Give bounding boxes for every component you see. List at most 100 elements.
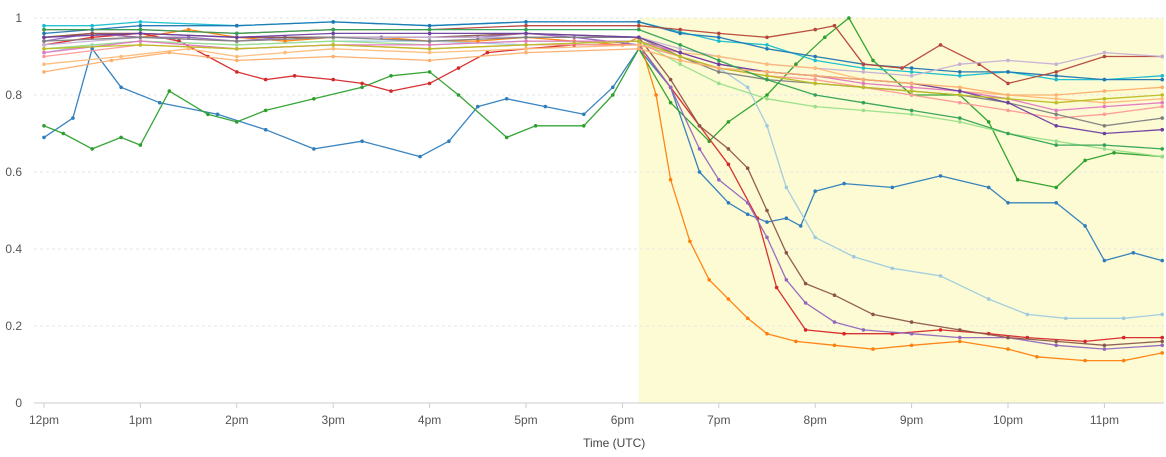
data-point [726, 162, 731, 167]
data-point [1102, 112, 1107, 117]
data-point [138, 143, 143, 147]
data-point [637, 35, 641, 40]
data-point [637, 39, 641, 43]
data-point [678, 27, 682, 32]
data-point [861, 108, 866, 113]
data-point [1015, 177, 1020, 182]
data-point [1006, 347, 1010, 351]
data-point [909, 108, 914, 113]
data-point [1083, 358, 1087, 363]
data-point [678, 43, 682, 47]
data-point [1160, 93, 1164, 97]
data-point [852, 254, 856, 259]
data-point [1121, 335, 1126, 340]
data-point [900, 66, 904, 70]
x-tick-label: 7pm [707, 413, 730, 427]
data-point [1160, 351, 1164, 355]
data-point [331, 54, 336, 59]
data-point [794, 339, 798, 344]
data-point [958, 85, 962, 90]
data-point [774, 285, 779, 290]
data-point [842, 331, 846, 336]
y-axis-ticks: 0 0.2 0.4 0.6 0.8 1 [5, 11, 22, 410]
data-point [1160, 339, 1164, 344]
data-point [524, 39, 528, 43]
data-point [1054, 97, 1058, 101]
data-point [331, 35, 336, 40]
data-point [138, 39, 143, 43]
series-line [43, 36, 1163, 127]
data-point [958, 335, 962, 340]
data-point [1006, 81, 1010, 86]
data-point [1121, 316, 1126, 321]
data-point [157, 100, 162, 105]
data-point [1054, 343, 1058, 348]
data-point [582, 112, 586, 117]
data-point [717, 81, 721, 86]
data-point [1160, 54, 1164, 59]
data-point [813, 77, 817, 82]
data-point [745, 212, 750, 217]
data-point [1054, 108, 1058, 113]
data-point [909, 85, 914, 90]
data-point [42, 27, 46, 32]
x-tick-label: 4pm [418, 413, 441, 427]
data-point [138, 31, 143, 36]
data-point [765, 77, 769, 82]
data-point [42, 43, 46, 47]
data-point [678, 62, 682, 66]
data-point [861, 328, 866, 332]
data-point [745, 201, 750, 205]
series-17 [42, 31, 1164, 136]
data-point [909, 74, 914, 78]
data-point [215, 112, 220, 117]
data-point [958, 62, 962, 66]
data-point [1160, 335, 1164, 340]
data-point [909, 331, 914, 336]
data-point [331, 77, 336, 82]
data-point [263, 127, 268, 132]
data-point [1054, 124, 1058, 128]
data-point [1102, 258, 1107, 263]
data-point [654, 93, 658, 97]
data-point [765, 93, 769, 97]
data-point [688, 239, 692, 244]
data-point [331, 31, 336, 36]
data-point [524, 50, 528, 55]
data-point [765, 235, 769, 240]
data-point [813, 189, 817, 193]
data-point [360, 81, 364, 86]
data-point [909, 70, 914, 74]
data-point [1006, 93, 1010, 97]
data-point [1006, 201, 1010, 205]
data-point [1112, 151, 1116, 155]
data-point [138, 23, 143, 28]
data-point [678, 58, 682, 63]
data-point [717, 66, 721, 70]
data-point [861, 62, 866, 66]
data-point [1102, 97, 1107, 101]
data-point [861, 70, 866, 74]
data-point [1083, 339, 1087, 344]
data-point [524, 35, 528, 40]
data-point [958, 328, 962, 332]
data-point [331, 43, 336, 47]
data-point [861, 81, 866, 86]
data-point [138, 43, 143, 47]
data-point [726, 147, 731, 151]
data-point [668, 77, 673, 82]
data-point [119, 135, 123, 140]
data-point [717, 58, 721, 63]
data-point [524, 23, 528, 28]
data-point [986, 120, 991, 124]
data-point [745, 85, 750, 90]
series-line [43, 40, 1163, 104]
data-point [909, 93, 914, 97]
data-point [668, 85, 673, 90]
data-point [813, 66, 817, 70]
data-point [611, 85, 615, 90]
data-point [427, 35, 432, 40]
x-tick-label: 6pm [611, 413, 634, 427]
data-point [861, 85, 866, 90]
data-point [389, 74, 393, 78]
